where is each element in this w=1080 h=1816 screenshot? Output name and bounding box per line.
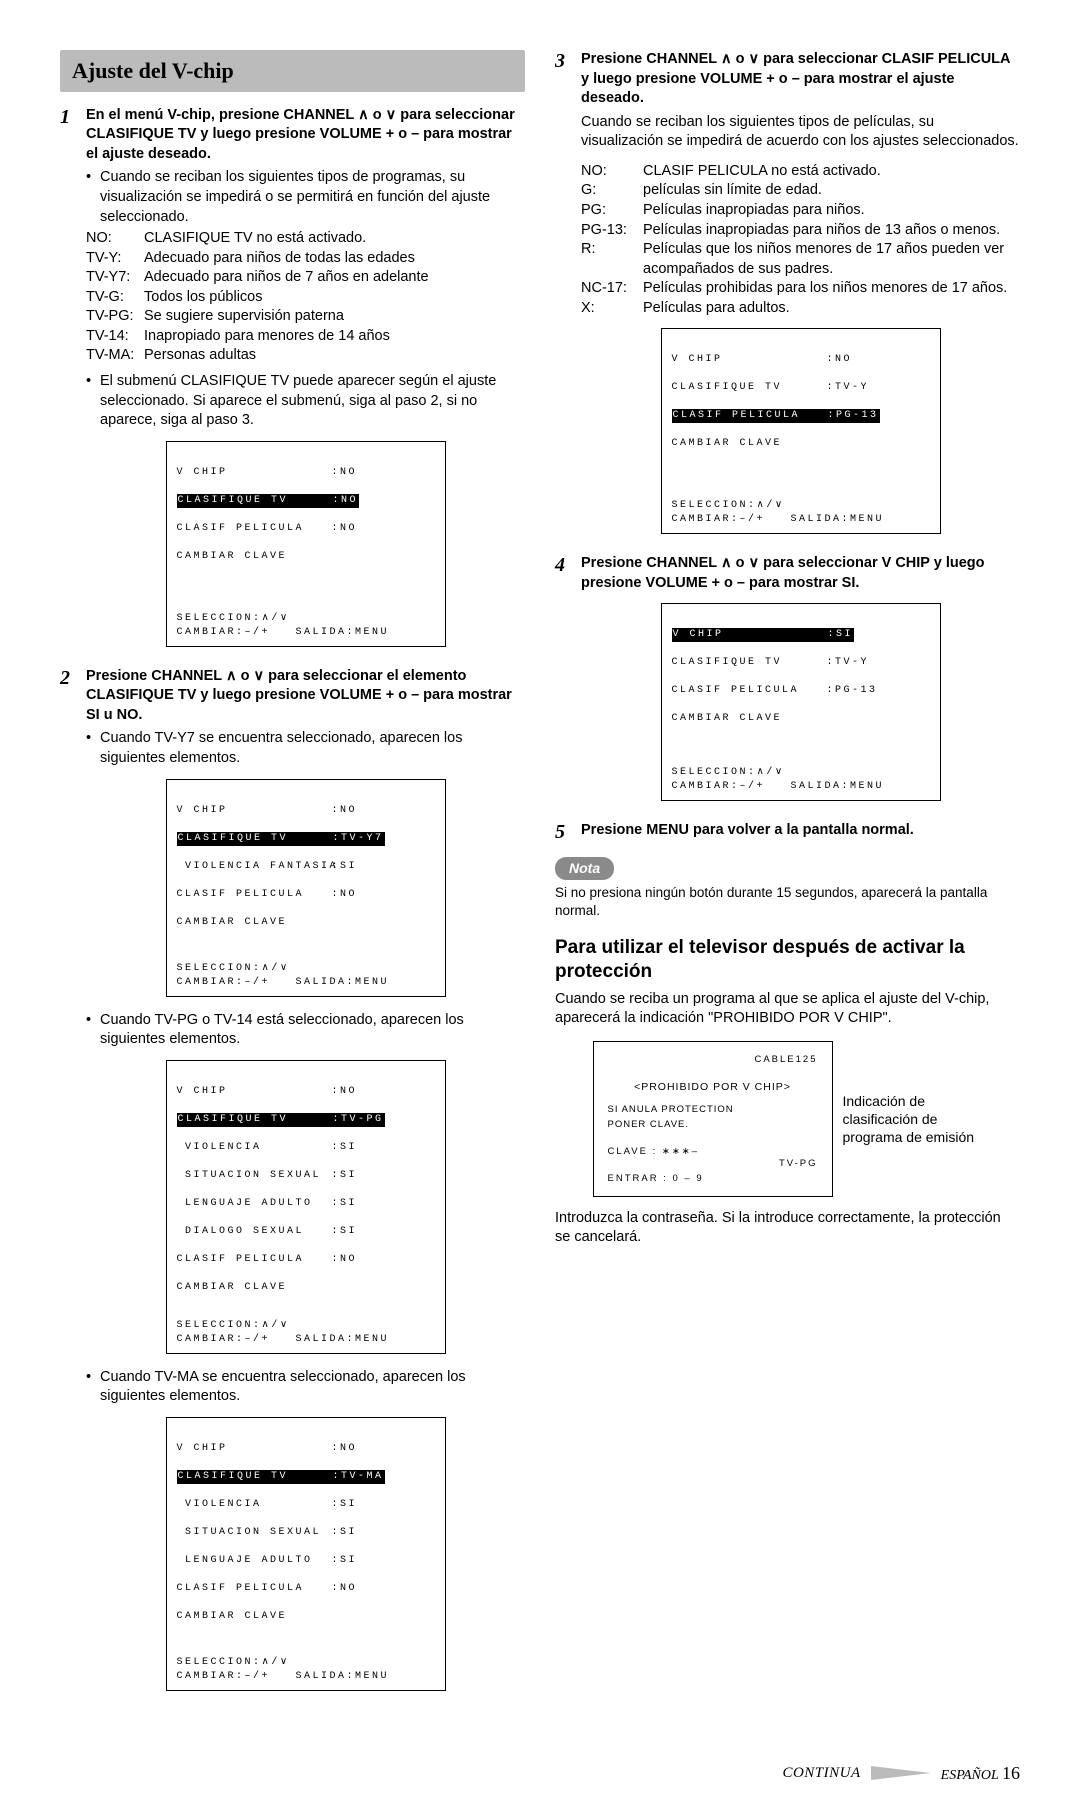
rating-desc: CLASIF PELICULA no está activado. <box>643 162 1020 182</box>
chevron-up-icon: ∧ <box>721 554 732 574</box>
t: o <box>732 51 749 67</box>
step-number: 4 <box>555 554 581 815</box>
rating-key: PG-13: <box>581 221 643 241</box>
page-footer: CONTINUA ESPAÑOL 16 <box>60 1761 1020 1786</box>
rating-desc: Películas inapropiadas para niños de 13 … <box>643 221 1020 241</box>
step2-bullet-y7: Cuando TV-Y7 se encuentra seleccionado, … <box>100 729 525 768</box>
rating-key: TV-PG: <box>86 307 144 327</box>
t: o <box>237 668 254 684</box>
t: o <box>369 107 386 123</box>
step1-bullet1: Cuando se reciban los siguientes tipos d… <box>100 168 525 227</box>
rating-desc: Inapropiado para menores de 14 años <box>144 327 525 347</box>
rating-desc: películas sin límite de edad. <box>643 181 1020 201</box>
step3-head: Presione CHANNEL ∧ o ∨ para seleccionar … <box>581 50 1020 109</box>
step-number: 3 <box>555 50 581 548</box>
step2-bullet-ma: Cuando TV-MA se encuentra seleccionado, … <box>100 1368 525 1407</box>
rating-key: TV-14: <box>86 327 144 347</box>
poner-label: PONER CLAVE. <box>608 1117 818 1132</box>
bullet-icon: • <box>86 372 100 431</box>
rating-desc: Películas prohibidas para los niños meno… <box>643 279 1020 299</box>
bullet-icon: • <box>86 729 100 768</box>
osd-screen-1: V CHIP:NO CLASIFIQUE TV:NO CLASIF PELICU… <box>166 441 446 647</box>
section2-para2: Introduzca la contraseña. Si la introduc… <box>555 1209 1020 1248</box>
chevron-up-icon: ∧ <box>721 50 732 70</box>
rating-desc: Se sugiere supervisión paterna <box>144 307 525 327</box>
cable-label: CABLE125 <box>608 1052 818 1067</box>
t: En el menú V-chip, presione CHANNEL <box>86 107 358 123</box>
osd-screen-step4: V CHIP:SI CLASIFIQUE TV:TV-Y CLASIF PELI… <box>661 603 941 801</box>
step-number: 2 <box>60 667 86 1705</box>
rating-key: R: <box>581 240 643 279</box>
step5-head: Presione MENU para volver a la pantalla … <box>581 821 1020 841</box>
step3-para: Cuando se reciban los siguientes tipos d… <box>581 113 1020 152</box>
rating-key: NO: <box>86 229 144 249</box>
step-number: 5 <box>555 821 581 845</box>
page-number: 16 <box>1002 1763 1020 1783</box>
t: Presione CHANNEL <box>86 668 226 684</box>
lang-label: ESPAÑOL <box>941 1768 999 1783</box>
subsection-title: Para utilizar el televisor después de ac… <box>555 936 1020 984</box>
step-number: 1 <box>60 106 86 661</box>
anula-label: SI ANULA PROTECTION <box>608 1102 818 1117</box>
osd-screen-pg: V CHIP:NO CLASIFIQUE TV:TV-PG VIOLENCIA:… <box>166 1060 446 1354</box>
rating-desc: Películas que los niños menores de 17 añ… <box>643 240 1020 279</box>
continua-label: CONTINUA <box>782 1763 860 1783</box>
section2-para1: Cuando se reciba un programa al que se a… <box>555 990 1020 1029</box>
rating-desc: Personas adultas <box>144 346 525 366</box>
step2-head: Presione CHANNEL ∧ o ∨ para seleccionar … <box>86 667 525 726</box>
annotation-text: Indicación de clasificación de programa … <box>833 1092 983 1147</box>
chevron-up-icon: ∧ <box>358 106 369 126</box>
chevron-down-icon: ∨ <box>748 554 759 574</box>
entrar-label: ENTRAR : 0 – 9 <box>608 1171 818 1186</box>
rating-key: PG: <box>581 201 643 221</box>
bullet-icon: • <box>86 168 100 227</box>
rating-key: X: <box>581 299 643 319</box>
continua-arrow-icon <box>871 1766 931 1780</box>
t: Presione CHANNEL <box>581 555 721 571</box>
rating-desc: Películas para adultos. <box>643 299 1020 319</box>
rating-desc: CLASIFIQUE TV no está activado. <box>144 229 525 249</box>
osd-screen-ma: V CHIP:NO CLASIFIQUE TV:TV-MA VIOLENCIA:… <box>166 1417 446 1691</box>
rating-key: TV-Y: <box>86 249 144 269</box>
section-title: Ajuste del V-chip <box>60 50 525 92</box>
osd-screen-y7: V CHIP:NO CLASIFIQUE TV:TV-Y7 VIOLENCIA … <box>166 779 446 997</box>
nota-text: Si no presiona ningún botón durante 15 s… <box>555 884 1020 920</box>
t: Presione CHANNEL <box>581 51 721 67</box>
rating-key: TV-G: <box>86 288 144 308</box>
rating-key: NC-17: <box>581 279 643 299</box>
chevron-up-icon: ∧ <box>226 667 237 687</box>
step2-bullet-pg: Cuando TV-PG o TV-14 está seleccionado, … <box>100 1011 525 1050</box>
chevron-down-icon: ∨ <box>253 667 264 687</box>
rating-desc: Adecuado para niños de todas las edades <box>144 249 525 269</box>
bullet-icon: • <box>86 1368 100 1407</box>
nota-badge: Nota <box>555 857 614 880</box>
step1-bullet2: El submenú CLASIFIQUE TV puede aparecer … <box>100 372 525 431</box>
rating-key: TV-MA: <box>86 346 144 366</box>
tv-prohibited-screen: CABLE125 <PROHIBIDO POR V CHIP> SI ANULA… <box>593 1041 833 1197</box>
step4-head: Presione CHANNEL ∧ o ∨ para seleccionar … <box>581 554 1020 593</box>
rating-key: G: <box>581 181 643 201</box>
chevron-down-icon: ∨ <box>386 106 397 126</box>
bullet-icon: • <box>86 1011 100 1050</box>
rating-key: NO: <box>581 162 643 182</box>
prohibited-label: <PROHIBIDO POR V CHIP> <box>608 1079 818 1096</box>
rating-key: TV-Y7: <box>86 268 144 288</box>
t: o <box>732 555 749 571</box>
step1-head: En el menú V-chip, presione CHANNEL ∧ o … <box>86 106 525 165</box>
movie-rating-table: NO:CLASIF PELICULA no está activado.G:pe… <box>581 162 1020 319</box>
rating-desc: Películas inapropiadas para niños. <box>643 201 1020 221</box>
rating-desc: Todos los públicos <box>144 288 525 308</box>
rating-desc: Adecuado para niños de 7 años en adelant… <box>144 268 525 288</box>
osd-screen-step3: V CHIP:NO CLASIFIQUE TV:TV-Y CLASIF PELI… <box>661 328 941 534</box>
chevron-down-icon: ∨ <box>748 50 759 70</box>
tv-rating-table: NO:CLASIFIQUE TV no está activado.TV-Y:A… <box>86 229 525 366</box>
